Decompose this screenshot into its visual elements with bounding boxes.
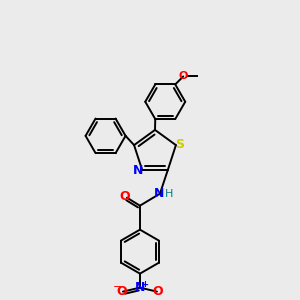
Text: O: O: [120, 190, 130, 203]
Text: O: O: [178, 71, 188, 81]
Text: O: O: [153, 285, 163, 298]
Text: −: −: [113, 282, 123, 292]
Text: S: S: [176, 138, 184, 151]
Text: N: N: [135, 281, 145, 294]
Text: N: N: [154, 187, 164, 200]
Text: N: N: [133, 164, 143, 177]
Text: H: H: [165, 189, 173, 199]
Text: O: O: [117, 285, 127, 298]
Text: +: +: [141, 280, 148, 289]
